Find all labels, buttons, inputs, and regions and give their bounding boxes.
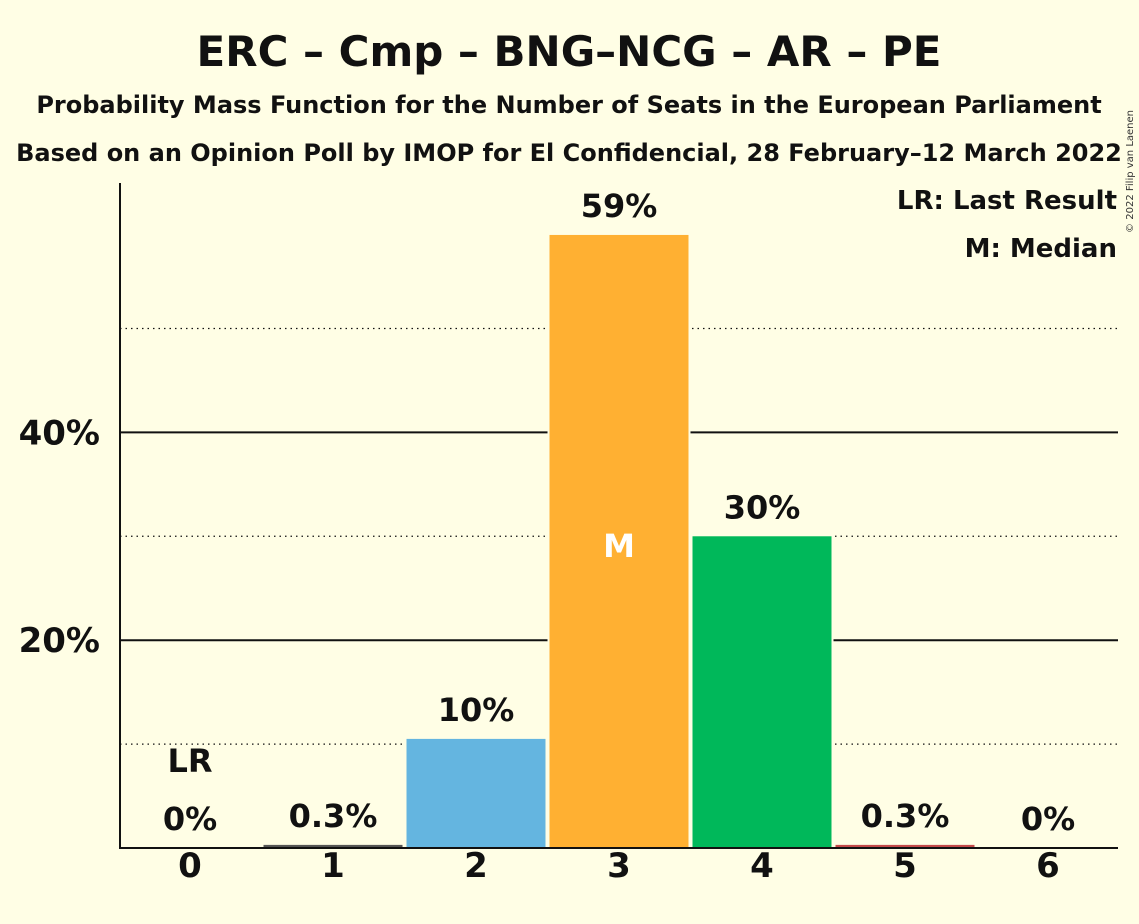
copyright-notice: © 2022 Filip van Laenen [1125,110,1136,233]
bars [261,232,977,848]
median-marker: M [603,527,635,565]
x-tick-label: 0 [178,846,202,886]
legend-median: M: Median [965,234,1117,264]
y-tick-label: 40% [19,413,100,453]
data-labels: 0% 0.3% 10% 59% 30% 0.3% 0% LR M [163,187,1075,838]
x-tick-label: 1 [321,846,345,886]
data-label-seats-6: 0% [1021,800,1075,838]
x-tick-label: 4 [750,846,774,886]
axes: 20% 40% 0 1 2 3 4 5 6 [19,183,1118,886]
legend-last-result: LR: Last Result [897,186,1117,216]
data-label-seats-1: 0.3% [289,797,378,835]
bar-seats-4 [692,536,832,848]
data-label-seats-0: 0% [163,800,217,838]
chart-subtitle: Probability Mass Function for the Number… [36,91,1101,119]
bar-seats-1 [263,844,403,848]
data-label-seats-5: 0.3% [861,797,950,835]
y-tick-label: 20% [19,621,100,661]
chart-source-line: Based on an Opinion Poll by IMOP for El … [16,139,1122,167]
data-label-seats-3: 59% [581,187,658,225]
last-result-marker: LR [167,742,212,780]
data-label-seats-2: 10% [438,691,515,729]
bar-seats-3 [549,234,689,848]
data-label-seats-4: 30% [724,488,801,526]
bar-seats-2 [406,738,546,848]
x-tick-label: 6 [1036,846,1060,886]
x-tick-label: 3 [607,846,631,886]
x-tick-label: 5 [893,846,917,886]
chart-title: ERC – Cmp – BNG–NCG – AR – PE [197,27,942,76]
bar-seats-5 [835,844,975,848]
x-tick-label: 2 [464,846,488,886]
